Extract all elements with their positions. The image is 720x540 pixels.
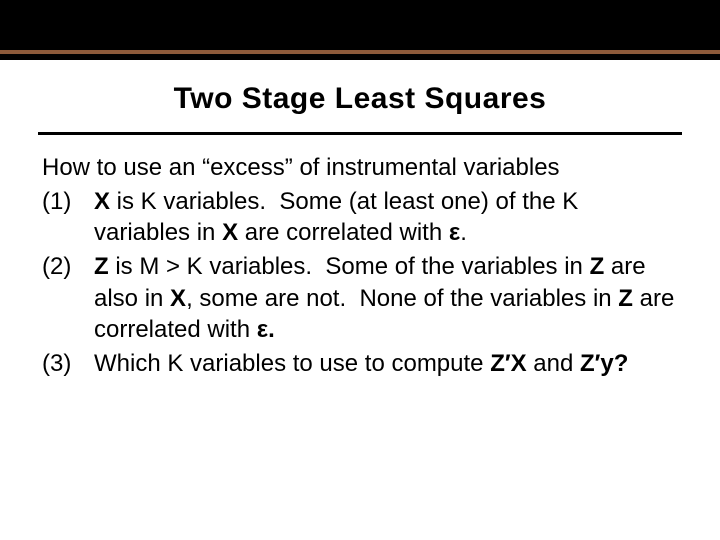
list-item-number: (3) bbox=[42, 348, 94, 380]
intro-line: How to use an “excess” of instrumental v… bbox=[42, 152, 678, 184]
title-underline bbox=[38, 132, 682, 135]
top-decorative-band bbox=[0, 0, 720, 60]
list-item: (2) Z is M > K variables. Some of the va… bbox=[42, 251, 678, 346]
title-container: Two Stage Least Squares bbox=[0, 82, 720, 116]
list-item: (3) Which K variables to use to compute … bbox=[42, 348, 678, 380]
list-item-text: Z is M > K variables. Some of the variab… bbox=[94, 251, 678, 346]
slide-body: How to use an “excess” of instrumental v… bbox=[42, 152, 678, 382]
list-item-text: X is K variables. Some (at least one) of… bbox=[94, 186, 678, 249]
slide-title: Two Stage Least Squares bbox=[0, 82, 720, 116]
list-item: (1) X is K variables. Some (at least one… bbox=[42, 186, 678, 249]
list-item-number: (1) bbox=[42, 186, 94, 249]
list-item-number: (2) bbox=[42, 251, 94, 346]
list-item-text: Which K variables to use to compute Z′X … bbox=[94, 348, 678, 380]
